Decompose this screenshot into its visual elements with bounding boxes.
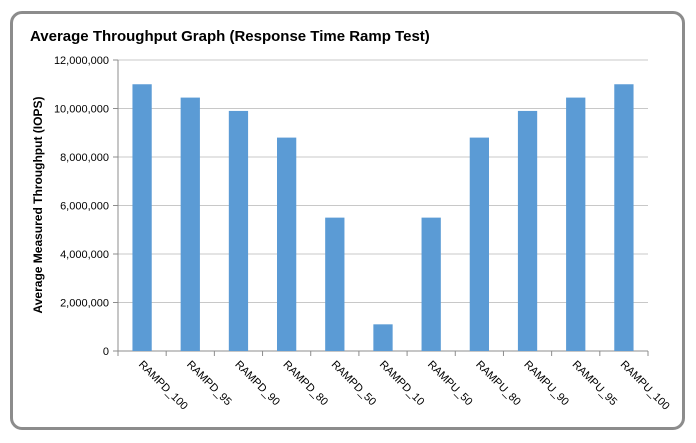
y-tick-label: 10,000,000 [54, 104, 109, 116]
x-tick-label: RAMPD_10 [377, 359, 427, 409]
y-tick-label: 2,000,000 [60, 298, 109, 310]
bar [325, 217, 345, 351]
x-tick-label: RAMPD_95 [184, 359, 234, 409]
bar [566, 97, 586, 352]
bar [180, 97, 200, 352]
x-tick-label: RAMPU_95 [570, 359, 620, 409]
bar [614, 84, 634, 351]
bar [469, 137, 489, 351]
bar [421, 217, 441, 351]
y-tick-label: 0 [103, 346, 109, 358]
x-tick-label: RAMPU_80 [473, 359, 523, 409]
x-tick-label: RAMPU_100 [618, 359, 672, 413]
y-tick-label: 8,000,000 [60, 152, 109, 164]
y-tick-label: 6,000,000 [60, 201, 109, 213]
bar [228, 110, 249, 351]
bar [132, 84, 152, 351]
x-tick-label: RAMPU_90 [521, 359, 571, 409]
y-tick-label: 12,000,000 [54, 55, 109, 67]
x-tick-label: RAMPD_80 [281, 359, 331, 409]
x-tick-label: RAMPD_50 [329, 359, 379, 409]
y-tick-label: 4,000,000 [60, 249, 109, 261]
chart-title: Average Throughput Graph (Response Time … [30, 28, 430, 45]
bar [277, 137, 297, 351]
bar [517, 110, 538, 351]
x-tick-label: RAMPU_50 [425, 359, 475, 409]
x-tick-label: RAMPD_100 [136, 359, 190, 413]
bar [373, 324, 393, 351]
x-tick-label: RAMPD_90 [232, 359, 282, 409]
